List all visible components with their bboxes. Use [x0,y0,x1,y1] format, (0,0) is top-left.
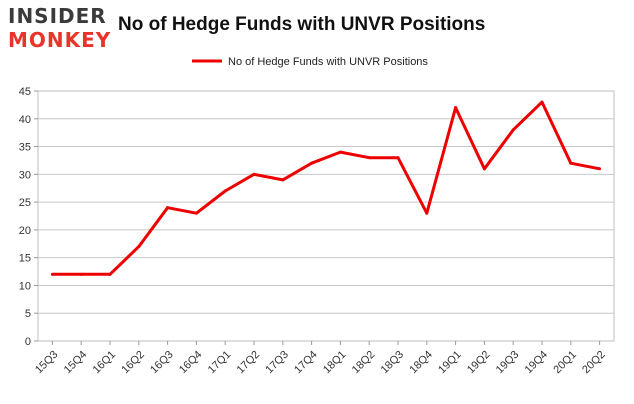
x-tick-label: 15Q4 [62,349,90,377]
x-tick-label: 16Q4 [177,349,205,377]
x-tick-label: 18Q1 [321,349,349,377]
data-point [598,167,602,171]
y-tick-label: 35 [19,142,31,154]
data-point [454,106,458,110]
insider-monkey-logo: INSIDER MONKEY [8,4,118,52]
logo-line-2: MONKEY [8,28,112,52]
data-point [50,272,54,276]
x-tick-label: 17Q4 [292,349,320,377]
x-axis-ticks: 15Q3 15Q4 16Q1 16Q2 16Q3 16Q4 17Q1 17Q2 17Q3 17Q4… [33,341,608,376]
x-tick-label: 18Q3 [379,349,407,377]
x-tick-label: 19Q4 [523,349,551,377]
data-point [425,211,429,215]
data-point [569,161,573,165]
x-tick-label: 15Q3 [33,349,61,377]
data-point [137,245,141,249]
series-line [52,100,600,276]
y-tick-label: 10 [19,280,31,292]
data-point [338,150,342,154]
x-tick-label: 19Q2 [465,349,493,377]
plot-border [37,90,615,342]
y-axis-ticks: 0 5 10 15 20 25 30 35 40 45 [19,86,38,348]
data-point [223,189,227,193]
data-point [540,100,544,104]
data-point [166,206,170,210]
data-point [194,211,198,215]
x-tick-label: 19Q1 [436,349,464,377]
grid-lines [38,118,614,314]
y-tick-label: 30 [19,169,31,181]
x-tick-label: 16Q3 [148,349,176,377]
series-group [50,100,602,276]
data-point [310,161,314,165]
x-tick-label: 19Q3 [494,349,522,377]
legend-label: No of Hedge Funds with UNVR Positions [228,56,428,68]
data-point [511,128,515,132]
data-point [252,172,256,176]
x-tick-label: 17Q2 [235,349,263,377]
x-tick-label: 16Q2 [119,349,147,377]
y-tick-label: 5 [25,308,31,320]
y-tick-label: 40 [19,114,31,126]
x-tick-label: 18Q2 [350,349,378,377]
x-tick-label: 16Q1 [91,349,119,377]
logo-line-1: INSIDER [8,4,107,28]
y-tick-label: 0 [25,336,31,348]
data-point [281,178,285,182]
x-tick-label: 20Q2 [580,349,608,377]
data-point [79,272,83,276]
data-point [482,167,486,171]
legend: No of Hedge Funds with UNVR Positions [192,56,428,68]
y-tick-label: 45 [19,86,31,98]
x-tick-label: 18Q4 [407,349,435,377]
chart-title: No of Hedge Funds with UNVR Positions [118,14,486,35]
x-tick-label: 17Q3 [263,349,291,377]
x-tick-label: 17Q1 [206,349,234,377]
y-tick-label: 25 [19,197,31,209]
data-point [367,156,371,160]
y-tick-label: 15 [19,253,31,265]
data-point [108,272,112,276]
y-tick-label: 20 [19,225,31,237]
x-tick-label: 20Q1 [551,349,579,377]
data-point [396,156,400,160]
